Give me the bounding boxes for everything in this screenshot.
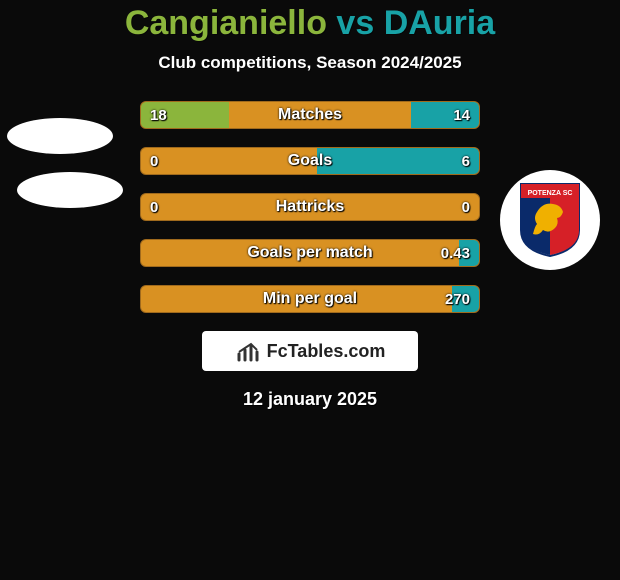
vs-separator: vs: [336, 4, 374, 42]
comparison-card: Cangianiello vs DAuria Club competitions…: [0, 0, 620, 580]
player-right-club-badge: POTENZA SC: [500, 170, 600, 270]
player-left-name: Cangianiello: [125, 4, 327, 42]
stat-row: 1814Matches: [140, 101, 480, 129]
stat-label: Min per goal: [140, 285, 480, 313]
date: 12 january 2025: [0, 389, 620, 410]
stat-row: 06Goals: [140, 147, 480, 175]
stat-label: Matches: [140, 101, 480, 129]
club-shield-icon: POTENZA SC: [519, 182, 581, 258]
stat-row: 0.43Goals per match: [140, 239, 480, 267]
subtitle: Club competitions, Season 2024/2025: [0, 53, 620, 73]
stat-row: 270Min per goal: [140, 285, 480, 313]
svg-text:POTENZA SC: POTENZA SC: [528, 190, 573, 197]
brand-text: FcTables.com: [267, 341, 386, 362]
stat-label: Goals per match: [140, 239, 480, 267]
player-left-avatar: [7, 118, 113, 154]
player-right-name: DAuria: [384, 4, 495, 42]
stat-label: Goals: [140, 147, 480, 175]
stat-row: 00Hattricks: [140, 193, 480, 221]
page-title: Cangianiello vs DAuria: [0, 4, 620, 43]
stat-label: Hattricks: [140, 193, 480, 221]
brand-pill[interactable]: FcTables.com: [202, 331, 418, 371]
brand-chart-icon: [235, 340, 263, 362]
player-left-club-avatar: [17, 172, 123, 208]
